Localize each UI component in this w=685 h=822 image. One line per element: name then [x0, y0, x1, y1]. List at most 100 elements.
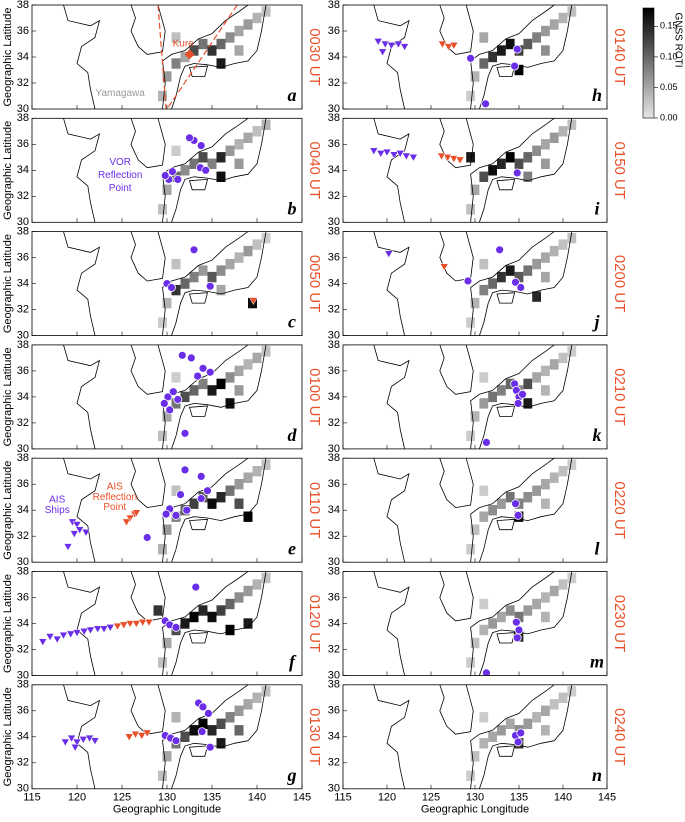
y-tick-label: 32	[17, 530, 29, 542]
roti-cell	[158, 90, 167, 102]
panel-letter: e	[288, 538, 296, 558]
annotation: Reflection	[93, 492, 137, 503]
roti-cell	[466, 544, 475, 555]
x-tick-label: 145	[598, 792, 616, 804]
y-tick-label: 32	[328, 77, 340, 89]
ais-ship	[66, 630, 76, 639]
roti-cell	[479, 624, 489, 636]
roti-cell	[171, 258, 181, 270]
roti-cell	[523, 398, 533, 409]
roti-cell	[497, 45, 506, 56]
roti-cell	[541, 479, 550, 490]
roti-cell	[567, 119, 577, 130]
vor-point	[176, 490, 185, 500]
roti-cell	[261, 686, 271, 697]
roti-cell	[523, 265, 533, 276]
roti-cell	[158, 317, 167, 328]
ais-reflection-point	[122, 518, 131, 527]
vor-point	[167, 283, 176, 292]
roti-cell	[549, 472, 559, 483]
roti-cell	[225, 598, 235, 610]
ais-ship	[63, 543, 73, 552]
ais-reflection-point	[113, 622, 122, 631]
roti-cell	[532, 291, 541, 302]
vor-point	[160, 171, 170, 180]
roti-cell	[549, 359, 559, 370]
y-tick-label: 32	[17, 77, 29, 89]
colorbar-label: 0.15	[660, 21, 678, 31]
roti-cell	[198, 605, 208, 616]
roti-cell	[558, 12, 568, 24]
roti-cell	[216, 171, 226, 182]
vor-point	[171, 736, 181, 746]
ais-ship	[394, 40, 403, 49]
roti-cell	[198, 378, 208, 390]
x-tick-label: 120	[378, 792, 396, 804]
y-tick-label: 30	[328, 669, 340, 681]
vor-point	[189, 245, 199, 255]
roti-cell	[243, 511, 253, 522]
roti-cell	[567, 686, 577, 697]
vor-point	[511, 617, 521, 627]
y-tick-label: 34	[17, 504, 29, 516]
y-tick-label: 36	[17, 138, 29, 150]
roti-cell	[558, 352, 568, 364]
y-tick-label: 38	[328, 226, 340, 238]
time-label: 0100 UT	[306, 368, 323, 426]
annotation: Reflection	[98, 170, 142, 181]
y-tick-label: 38	[17, 112, 29, 124]
roti-cell	[488, 618, 497, 629]
roti-cell	[514, 271, 524, 283]
panel-letter: b	[288, 198, 297, 218]
time-label: 0040 UT	[306, 142, 323, 200]
roti-cell	[234, 45, 244, 56]
roti-cell	[243, 585, 253, 597]
ais-reflection-point	[439, 263, 449, 272]
y-tick-label: 30	[328, 330, 340, 342]
y-tick-label: 34	[17, 164, 29, 176]
roti-cell	[261, 346, 271, 357]
roti-cell	[479, 511, 489, 522]
roti-cell	[523, 152, 533, 163]
y-tick-label: 34	[328, 504, 340, 516]
roti-cell	[216, 265, 226, 276]
colorbar-label: 0.10	[660, 51, 678, 61]
roti-cell	[171, 712, 181, 723]
vor-point	[518, 389, 527, 399]
roti-cell	[261, 459, 271, 470]
y-tick-label: 38	[17, 565, 29, 577]
panel	[64, 118, 271, 222]
y-tick-label: 30	[17, 443, 29, 455]
roti-cell	[505, 38, 515, 50]
roti-cell	[479, 485, 489, 496]
vor-point	[191, 582, 201, 592]
time-label: 0240 UT	[611, 708, 628, 766]
roti-cell	[189, 498, 199, 509]
roti-cell	[162, 524, 172, 535]
roti-cell	[171, 284, 181, 296]
ais-ship	[386, 42, 396, 50]
vor-point	[511, 277, 520, 287]
ais-reflection-point	[138, 618, 148, 627]
vor-point	[182, 505, 192, 515]
y-tick-label: 38	[328, 565, 340, 577]
kure-marker	[184, 49, 195, 60]
roti-cell	[514, 611, 524, 623]
time-label: 0130 UT	[306, 708, 323, 766]
roti-cell	[541, 498, 550, 509]
y-tick-label: 32	[328, 417, 340, 429]
roti-cell	[234, 725, 244, 736]
panel	[374, 5, 576, 109]
panel	[374, 572, 576, 676]
roti-cell	[180, 51, 190, 63]
roti-cell	[558, 239, 568, 250]
panel	[61, 685, 270, 789]
y-tick-label: 32	[328, 304, 340, 316]
roti-cell	[234, 252, 244, 263]
ais-ship	[105, 624, 115, 632]
panel-letter: n	[592, 765, 602, 785]
roti-cell	[234, 592, 244, 603]
roti-cell	[207, 498, 217, 509]
y-tick-label: 30	[17, 330, 29, 342]
